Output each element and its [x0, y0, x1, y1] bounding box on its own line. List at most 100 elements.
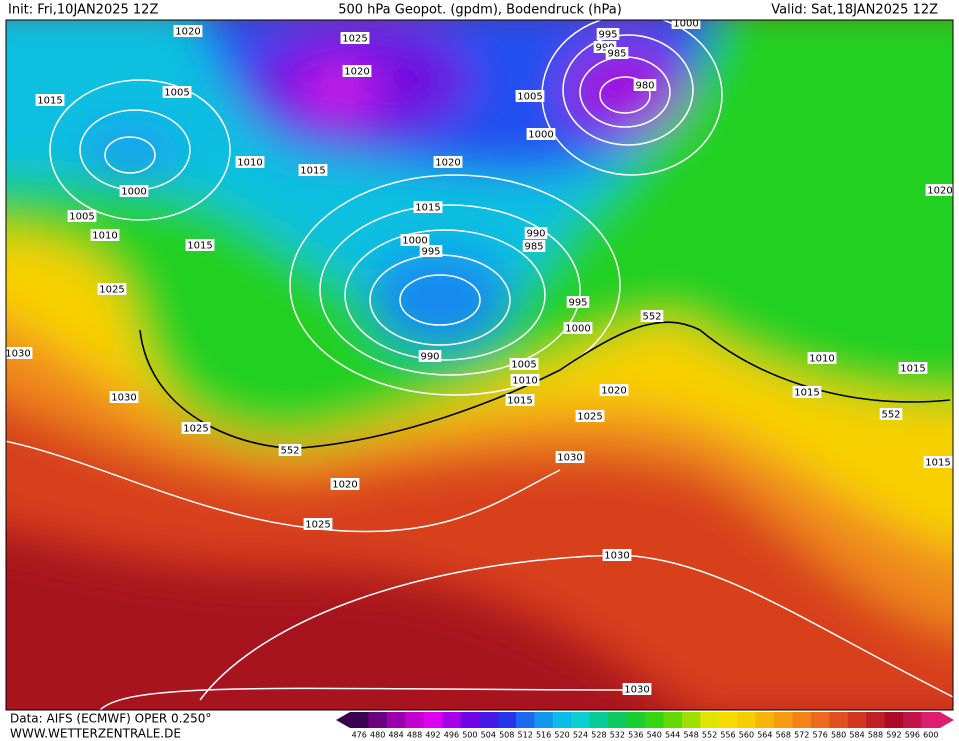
- label-box: [400, 234, 430, 246]
- label-box: [303, 518, 333, 530]
- colorbar-label: 588: [868, 731, 883, 740]
- colorbar-cell: [626, 712, 646, 728]
- colorbar-cell: [386, 712, 406, 728]
- contour-label: 1005: [164, 88, 189, 99]
- contour-label: 985: [524, 242, 543, 253]
- label-box: [342, 65, 372, 77]
- label-box: [505, 394, 535, 406]
- colorbar-arrow-low: [336, 712, 350, 728]
- contour-label: 1030: [5, 349, 30, 360]
- colorbar-cell: [866, 712, 886, 728]
- label-box: [622, 683, 652, 695]
- colorbar-label: 516: [536, 731, 551, 740]
- label-box: [330, 478, 360, 490]
- label-box: [633, 79, 657, 91]
- contour-label: 1000: [673, 19, 698, 30]
- contour-label: 1020: [927, 186, 952, 197]
- colorbar-cell: [534, 712, 554, 728]
- contour-label: 1000: [565, 324, 590, 335]
- contour-label: 1020: [601, 386, 626, 397]
- contour-label: 1000: [402, 236, 427, 247]
- label-box: [526, 128, 556, 140]
- label-box: [792, 386, 822, 398]
- contour-label: 1000: [528, 130, 553, 141]
- label-box: [67, 210, 97, 222]
- label-box: [563, 322, 593, 334]
- map-title: 500 hPa Geopot. (gpdm), Bodendruck (hPa): [338, 3, 622, 18]
- contour-label: 1025: [577, 412, 602, 423]
- colorbar-label: 520: [554, 731, 569, 740]
- colorbar-cell: [884, 712, 904, 728]
- contour-label: 1015: [925, 458, 950, 469]
- contour-label: 1015: [794, 388, 819, 399]
- colorbar-cell: [479, 712, 498, 728]
- valid-time: Valid: Sat,18JAN2025 12Z: [771, 3, 938, 18]
- colorbar-label: 496: [444, 731, 459, 740]
- label-box: [602, 549, 632, 561]
- label-box: [235, 156, 265, 168]
- label-box: [162, 86, 192, 98]
- colorbar-cell: [608, 712, 628, 728]
- colorbar-cell: [774, 712, 793, 728]
- colorbar-label: 488: [407, 731, 422, 740]
- colorbar-label: 544: [665, 731, 680, 740]
- label-box: [433, 156, 463, 168]
- label-box: [522, 240, 546, 252]
- contour-label: 1005: [511, 360, 536, 371]
- colorbar-cell: [847, 712, 867, 728]
- contour-label: 1030: [557, 453, 582, 464]
- label-box: [181, 422, 211, 434]
- label-box: [605, 47, 629, 59]
- label-box: [35, 94, 65, 106]
- colorbar-cell: [515, 712, 535, 728]
- label-box: [173, 25, 203, 37]
- label-box: [807, 352, 837, 364]
- label-box: [418, 350, 442, 362]
- colorbar-label: 596: [905, 731, 920, 740]
- label-box: [119, 185, 149, 197]
- contour-label: 1020: [332, 480, 357, 491]
- website: WWW.WETTERZENTRALE.DE: [10, 727, 181, 741]
- colorbar-cell: [681, 712, 701, 728]
- contour-label: 995: [421, 247, 440, 258]
- label-box: [419, 245, 443, 257]
- colorbar-cell: [921, 712, 941, 728]
- label-box: [879, 408, 903, 420]
- colorbar-cell: [645, 712, 664, 728]
- colorbar-cell: [442, 712, 462, 728]
- colorbar-label: 512: [518, 731, 533, 740]
- colorbar-cell: [552, 712, 572, 728]
- colorbar-label: 580: [831, 731, 846, 740]
- colorbar-label: 504: [481, 731, 496, 740]
- colorbar-cell: [718, 712, 738, 728]
- label-box: [566, 296, 590, 308]
- colorbar-cell: [423, 712, 443, 728]
- label-box: [923, 456, 953, 468]
- contour-label: 1005: [69, 212, 94, 223]
- colorbar-label: 592: [886, 731, 901, 740]
- contour-label: 1015: [37, 96, 62, 107]
- contour-label: 1020: [344, 67, 369, 78]
- colorbar-label: 508: [499, 731, 514, 740]
- label-box: [340, 32, 370, 44]
- label-box: [898, 362, 928, 374]
- colorbar-label: 524: [573, 731, 588, 740]
- colorbar-cell: [571, 712, 591, 728]
- contour-label: 1010: [512, 376, 537, 387]
- label-box: [278, 444, 302, 456]
- colorbar-label: 584: [849, 731, 864, 740]
- contour-label: 1025: [99, 285, 124, 296]
- colorbar-cell: [663, 712, 683, 728]
- contour-label: 1020: [435, 158, 460, 169]
- colorbar-cell: [368, 712, 388, 728]
- label-box: [555, 451, 585, 463]
- label-box: [6, 347, 33, 359]
- contour-label: 1015: [187, 241, 212, 252]
- colorbar-label: 552: [702, 731, 717, 740]
- colorbar-cell: [810, 712, 830, 728]
- colorbar-label: 548: [683, 731, 698, 740]
- label-box: [510, 374, 540, 386]
- colorbar-label: 564: [757, 731, 772, 740]
- colorbar-cell: [737, 712, 757, 728]
- colorbar-cell: [792, 712, 812, 728]
